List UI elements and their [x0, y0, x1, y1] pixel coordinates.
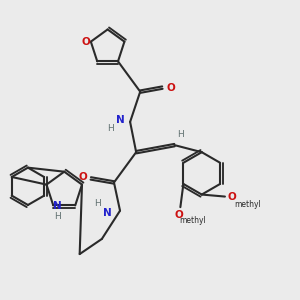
Text: O: O: [166, 82, 175, 93]
Text: methyl: methyl: [179, 216, 206, 225]
Text: H: H: [54, 212, 61, 221]
Text: O: O: [228, 192, 236, 202]
Text: H: H: [108, 124, 114, 134]
Text: N: N: [103, 208, 111, 218]
Text: O: O: [81, 37, 90, 46]
Text: H: H: [177, 130, 184, 139]
Text: methyl: methyl: [234, 200, 260, 209]
Text: H: H: [94, 199, 101, 208]
Text: N: N: [53, 202, 62, 212]
Text: N: N: [116, 115, 124, 125]
Text: O: O: [175, 210, 184, 220]
Text: O: O: [78, 172, 87, 182]
